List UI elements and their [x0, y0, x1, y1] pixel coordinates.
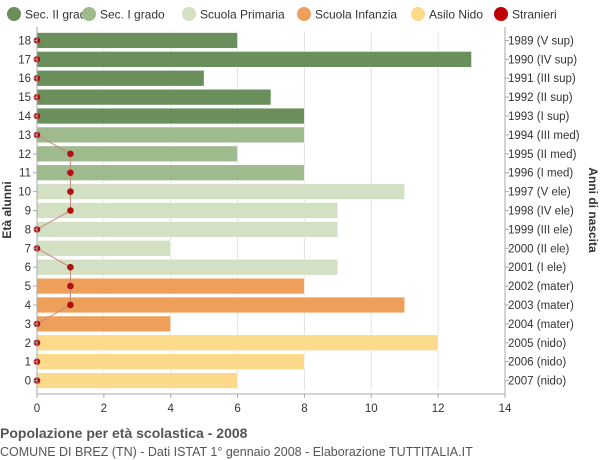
birth-year-label-age-15: 1992 (II sup) — [508, 92, 573, 104]
birth-year-label-age-9: 1998 (IV ele) — [508, 206, 574, 218]
legend: Sec. II grado Sec. I grado Scuola Primaria… — [7, 7, 557, 22]
birth-year-label-age-12: 1995 (II med) — [508, 149, 577, 161]
legend-marker-scuola-primaria — [182, 7, 196, 21]
bar-age-15 — [36, 88, 272, 106]
bar-age-7 — [36, 240, 172, 257]
bar-age-6 — [36, 258, 339, 276]
bar-age-1 — [36, 353, 305, 370]
legend-marker-asilo-nido — [411, 7, 425, 21]
bar-age-17 — [36, 51, 472, 68]
bars-layer — [36, 32, 472, 389]
x-tick-label-2: 2 — [101, 403, 107, 415]
y-tick-label-age-10: 10 — [18, 187, 31, 199]
legend-marker-stranieri — [494, 7, 508, 21]
birth-year-label-age-16: 1991 (III sup) — [508, 73, 576, 85]
bar-age-14 — [36, 107, 305, 125]
bar-age-13 — [36, 126, 305, 144]
birth-year-label-age-0: 2007 (nido) — [508, 376, 566, 388]
y-tick-label-age-13: 13 — [18, 130, 31, 142]
legend-label-sec-i-grado: Sec. I grado — [100, 8, 165, 22]
birth-year-label-age-5: 2002 (mater) — [508, 281, 574, 293]
bar-age-9 — [36, 202, 339, 219]
bar-age-16 — [36, 70, 205, 87]
legend-marker-scuola-infanzia — [297, 7, 311, 21]
y-tick-label-age-0: 0 — [25, 376, 31, 388]
x-tick-label-8: 8 — [301, 403, 307, 415]
bar-age-0 — [36, 372, 238, 389]
birth-year-label-age-4: 2003 (mater) — [508, 300, 574, 312]
y-axis-title-right: Anni di nascita — [586, 167, 600, 253]
stranieri-point-age-12 — [67, 150, 74, 158]
y-tick-label-age-6: 6 — [25, 262, 31, 274]
birth-year-label-age-11: 1996 (I med) — [508, 168, 573, 180]
x-tick-label-12: 12 — [432, 403, 445, 415]
x-tick-label-0: 0 — [34, 403, 40, 415]
y-tick-label-age-2: 2 — [25, 338, 31, 350]
legend-marker-sec-i-grado — [82, 7, 96, 21]
y-tick-label-age-3: 3 — [25, 319, 31, 331]
stranieri-point-age-4 — [67, 301, 74, 309]
birth-year-label-age-14: 1993 (I sup) — [508, 111, 570, 123]
birth-year-label-age-13: 1994 (III med) — [508, 130, 580, 142]
y-tick-label-age-12: 12 — [18, 149, 31, 161]
birth-year-label-age-2: 2005 (nido) — [508, 338, 566, 350]
bar-age-10 — [36, 183, 406, 200]
y-axis-title-left: Età alunni — [0, 181, 14, 238]
stranieri-point-age-9 — [67, 207, 74, 214]
x-tick-label-4: 4 — [168, 403, 175, 415]
legend-label-scuola-infanzia: Scuola Infanzia — [315, 8, 397, 22]
bar-age-8 — [36, 221, 339, 238]
stranieri-point-age-10 — [67, 188, 74, 195]
birth-year-label-age-18: 1989 (V sup) — [508, 35, 574, 47]
y-tick-label-age-4: 4 — [25, 300, 32, 312]
birth-year-label-age-1: 2006 (nido) — [508, 357, 566, 369]
legend-marker-sec-ii-grado — [7, 7, 21, 21]
stranieri-point-age-5 — [67, 282, 74, 290]
legend-label-asilo-nido: Asilo Nido — [429, 8, 483, 22]
bar-age-3 — [36, 315, 172, 333]
y-tick-label-age-18: 18 — [18, 35, 31, 47]
y-tick-label-age-9: 9 — [25, 206, 31, 218]
chart-title: Popolazione per età scolastica - 2008 — [0, 425, 248, 441]
legend-label-stranieri: Stranieri — [512, 8, 557, 22]
bar-age-12 — [36, 145, 238, 163]
y-tick-label-age-16: 16 — [18, 73, 31, 85]
birth-year-label-age-8: 1999 (III ele) — [508, 224, 573, 236]
y-tick-label-age-7: 7 — [25, 243, 31, 255]
y-tick-label-age-11: 11 — [19, 168, 31, 180]
bar-age-18 — [36, 32, 238, 49]
birth-year-label-age-10: 1997 (V ele) — [508, 187, 571, 199]
stranieri-point-age-11 — [67, 169, 74, 177]
y-tick-label-age-15: 15 — [18, 92, 31, 104]
birth-year-label-age-7: 2000 (II ele) — [508, 243, 570, 255]
y-tick-label-age-17: 17 — [18, 54, 31, 66]
bar-age-5 — [36, 277, 305, 295]
chart-subtitle: COMUNE DI BREZ (TN) - Dati ISTAT 1° genn… — [0, 445, 473, 459]
y-tick-label-age-8: 8 — [25, 224, 31, 236]
y-tick-label-age-1: 1 — [25, 357, 31, 369]
stranieri-point-age-6 — [67, 263, 74, 271]
bar-age-4 — [36, 296, 406, 314]
bar-age-2 — [36, 334, 439, 351]
y-tick-label-age-5: 5 — [25, 281, 31, 293]
x-tick-label-14: 14 — [499, 403, 512, 415]
x-tick-label-10: 10 — [365, 403, 378, 415]
x-tick-label-6: 6 — [234, 403, 240, 415]
birth-year-label-age-3: 2004 (mater) — [508, 319, 574, 331]
birth-year-label-age-6: 2001 (I ele) — [508, 262, 566, 274]
legend-label-sec-ii-grado: Sec. II grado — [25, 8, 93, 22]
bar-age-11 — [36, 164, 305, 181]
legend-label-scuola-primaria: Scuola Primaria — [200, 8, 285, 22]
birth-year-label-age-17: 1990 (IV sup) — [508, 54, 577, 66]
y-tick-label-age-14: 14 — [18, 111, 31, 123]
